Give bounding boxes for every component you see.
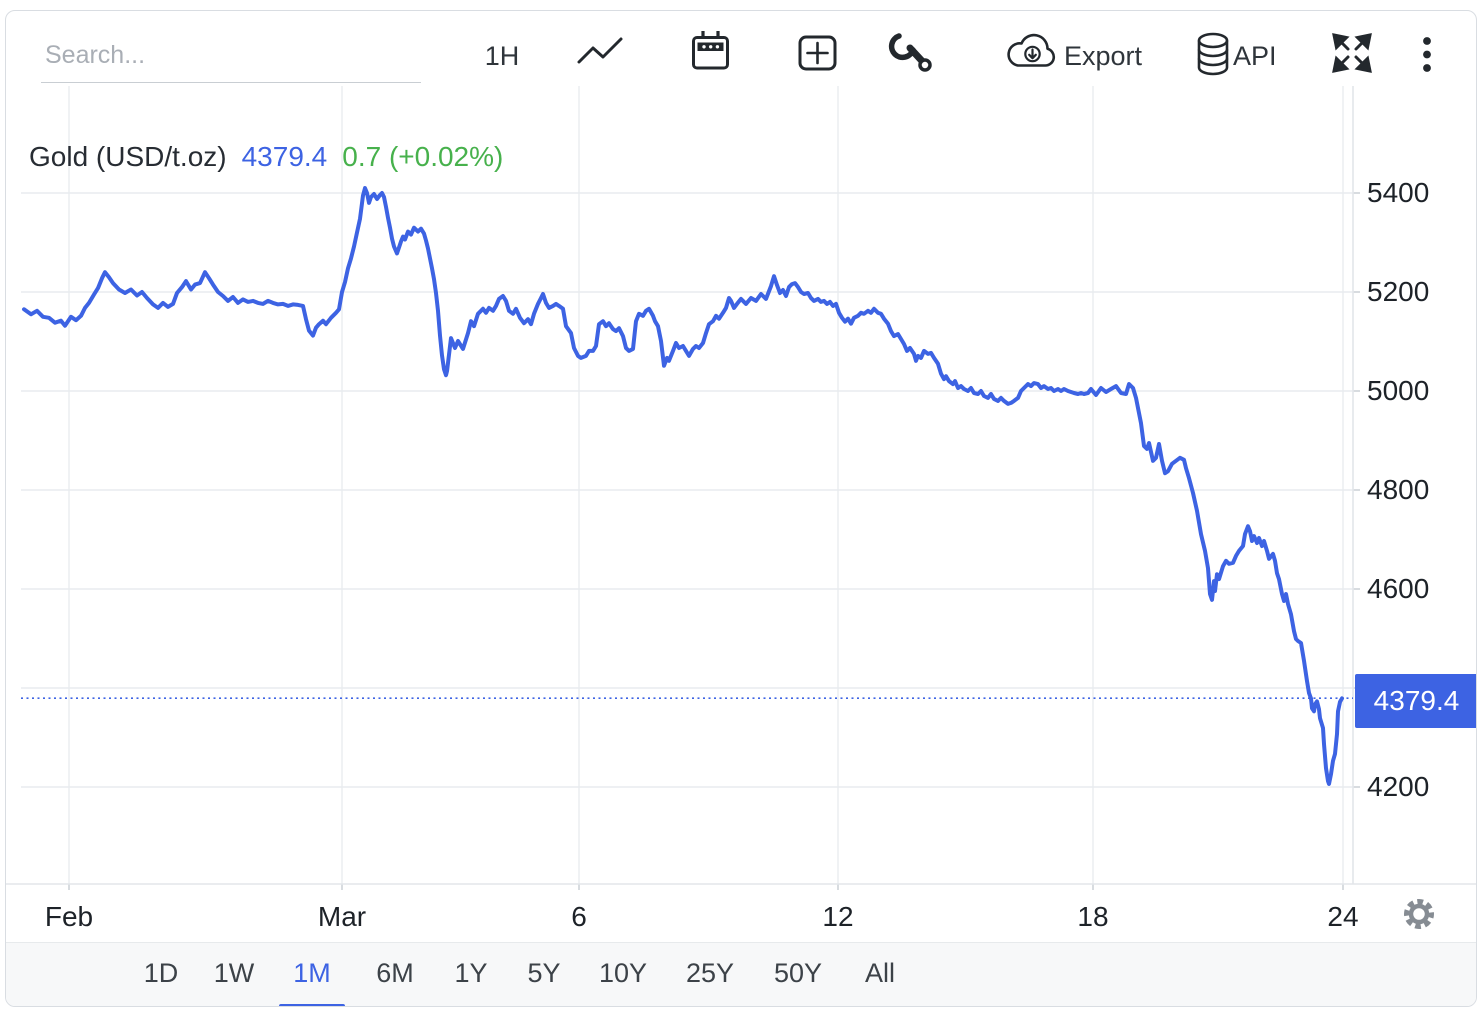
x-axis-label: 6	[571, 901, 587, 932]
x-axis-label: Feb	[44, 901, 94, 932]
tools-wrench-icon[interactable]	[888, 33, 932, 72]
x-axis-label: 12	[822, 901, 854, 932]
api-button-label[interactable]: API	[1233, 41, 1277, 71]
instrument-name: Gold (USD/t.oz)	[29, 141, 227, 172]
y-axis-label: 4800	[1367, 474, 1430, 506]
last-price: 4379.4	[241, 141, 328, 172]
y-axis-label: 4200	[1367, 771, 1430, 803]
range-button-50y[interactable]: 50Y	[773, 958, 823, 988]
interval-button[interactable]: 1H	[484, 41, 520, 71]
x-axis-label: Mar	[317, 901, 367, 932]
more-menu-icon[interactable]	[1423, 37, 1431, 72]
price-chart[interactable]	[6, 86, 1477, 896]
current-price-badge: 4379.4	[1355, 674, 1476, 728]
api-database-icon[interactable]	[1197, 32, 1229, 76]
range-button-6m[interactable]: 6M	[376, 958, 414, 988]
calendar-icon[interactable]	[692, 31, 729, 70]
range-button-all[interactable]: All	[864, 958, 896, 988]
active-range-underline	[279, 1004, 345, 1006]
y-axis-label: 5000	[1367, 375, 1430, 407]
price-line-series	[22, 186, 1344, 786]
x-axis-label: 24	[1327, 901, 1359, 932]
range-button-10y[interactable]: 10Y	[598, 958, 648, 988]
range-button-1w[interactable]: 1W	[213, 958, 255, 988]
chart-settings-gear-icon[interactable]	[1400, 895, 1438, 933]
chart-legend: Gold (USD/t.oz) 4379.4 0.7 (+0.02%)	[29, 141, 503, 173]
x-axis-label: 18	[1077, 901, 1109, 932]
range-button-1m[interactable]: 1M	[293, 958, 331, 988]
search-input[interactable]	[41, 35, 421, 83]
chart-widget-card: 1H Export API	[5, 10, 1477, 1007]
range-button-5y[interactable]: 5Y	[527, 958, 561, 988]
export-cloud-icon[interactable]	[1007, 33, 1056, 67]
compare-add-icon[interactable]	[798, 35, 837, 71]
export-button-label[interactable]: Export	[1064, 41, 1143, 71]
y-axis-label: 5200	[1367, 276, 1430, 308]
range-button-1y[interactable]: 1Y	[454, 958, 488, 988]
toolbar-icons	[577, 31, 1431, 76]
fullscreen-icon[interactable]	[1332, 33, 1372, 73]
search-field	[41, 35, 421, 83]
range-toolbar: 1D 1W 1M 6M 1Y 5Y 10Y 25Y 50Y All	[6, 942, 1476, 1006]
line-chart-icon[interactable]	[577, 37, 623, 64]
y-axis-label: 5400	[1367, 177, 1430, 209]
y-axis-label: 4600	[1367, 573, 1430, 605]
price-change: 0.7 (+0.02%)	[342, 141, 504, 172]
range-button-1d[interactable]: 1D	[143, 958, 179, 988]
range-button-25y[interactable]: 25Y	[685, 958, 735, 988]
